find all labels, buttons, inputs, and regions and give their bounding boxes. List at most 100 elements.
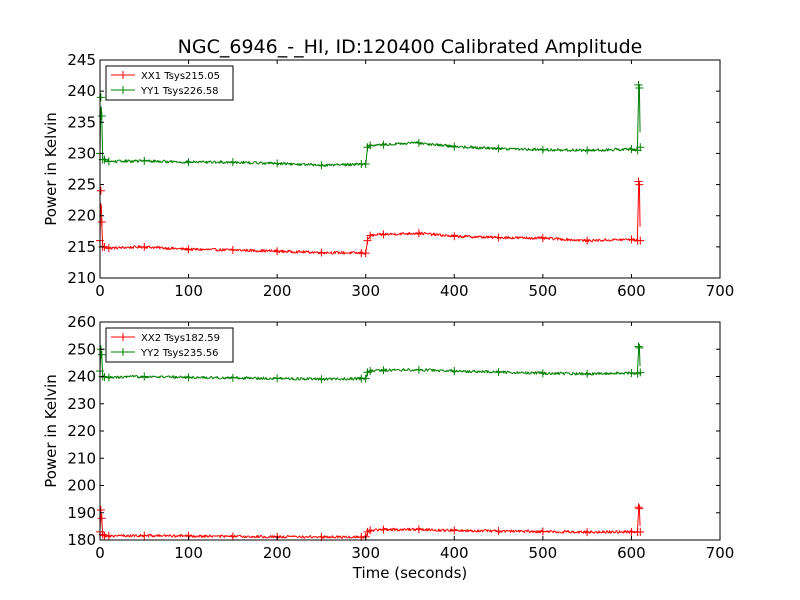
plot-2: 0 100 200 300 400 500 600 700 180 190 200 210 220 230… — [42, 313, 734, 582]
series-marker — [538, 527, 547, 536]
series-marker — [538, 234, 547, 243]
series-marker — [414, 365, 423, 374]
series-marker — [494, 527, 503, 536]
x-tick-label: 500 — [529, 282, 558, 300]
series-marker — [317, 161, 326, 170]
plot-1: 0 100 200 300 400 500 600 700 210 215 220 225 230 235… — [42, 51, 734, 300]
series-marker — [97, 514, 106, 523]
x-tick-label: 200 — [263, 282, 292, 300]
series-marker — [634, 342, 643, 351]
legend: XX1 Tsys215.05 YY1 Tsys226.58 — [105, 65, 234, 101]
plots: 0 100 200 300 400 500 600 700 210 215 220 225 230 235… — [42, 51, 734, 582]
y-tick-label: 215 — [67, 238, 96, 256]
series-marker — [627, 368, 636, 377]
series-marker — [379, 366, 388, 375]
series-marker — [184, 373, 193, 382]
x-tick-label: 600 — [617, 282, 646, 300]
legend-marker — [119, 348, 127, 356]
series-marker — [635, 180, 644, 189]
x-tick-label: 600 — [617, 544, 646, 562]
series-marker — [361, 374, 370, 383]
y-tick-label: 260 — [67, 313, 96, 331]
x-tick-label: 700 — [706, 544, 735, 562]
series-marker — [140, 156, 149, 165]
series-marker — [228, 245, 237, 254]
y-tick-label: 220 — [67, 422, 96, 440]
y-tick-label: 210 — [67, 449, 96, 467]
legend-marker — [119, 333, 127, 341]
series-marker — [379, 525, 388, 534]
series-marker — [361, 249, 370, 258]
y-tick-label: 180 — [67, 531, 96, 549]
series-marker — [104, 157, 113, 166]
series-marker — [100, 373, 109, 382]
series-marker — [317, 375, 326, 384]
series-marker — [636, 236, 645, 245]
series-marker — [273, 159, 282, 168]
series-marker — [366, 141, 375, 150]
legend-box — [105, 327, 234, 363]
y-tick-label: 190 — [67, 504, 96, 522]
series-marker — [228, 373, 237, 382]
y-tick-label: 245 — [67, 51, 96, 69]
y-tick-label: 210 — [67, 269, 96, 287]
x-axis-label: Time (seconds) — [352, 564, 468, 582]
y-tick-label: 250 — [67, 340, 96, 358]
series-marker — [583, 369, 592, 378]
series-marker — [627, 145, 636, 154]
x-tick-label: 300 — [351, 544, 380, 562]
series-marker — [379, 140, 388, 149]
series-marker — [184, 245, 193, 254]
series-marker — [184, 158, 193, 167]
series-marker — [414, 525, 423, 534]
series-marker — [104, 531, 113, 540]
series-marker — [635, 84, 644, 93]
series-marker — [450, 142, 459, 151]
y-tick-label: 230 — [67, 395, 96, 413]
series-marker — [104, 373, 113, 382]
series-marker — [97, 350, 106, 359]
series-marker — [583, 146, 592, 155]
y-axis-label: Power in Kelvin — [42, 112, 60, 226]
x-tick-label: 100 — [174, 282, 203, 300]
series-marker — [635, 343, 644, 352]
series-marker — [450, 526, 459, 535]
series-marker — [414, 138, 423, 147]
figure-title: NGC_6946_-_HI, ID:120400 Calibrated Ampl… — [178, 36, 643, 58]
series-marker — [140, 242, 149, 251]
x-tick-label: 700 — [706, 282, 735, 300]
legend-entry-label: YY2 Tsys235.56 — [140, 348, 219, 359]
y-tick-label: 240 — [67, 368, 96, 386]
series-marker — [379, 230, 388, 239]
legend-box — [105, 65, 234, 101]
series-marker — [450, 367, 459, 376]
series-marker — [538, 369, 547, 378]
series-marker — [583, 236, 592, 245]
series-marker — [97, 217, 106, 226]
series-marker — [636, 368, 645, 377]
x-tick-label: 300 — [351, 282, 380, 300]
legend-entry-label: XX2 Tsys182.59 — [141, 333, 220, 344]
y-tick-label: 235 — [67, 113, 96, 131]
series-marker — [636, 143, 645, 152]
legend: XX2 Tsys182.59 YY2 Tsys235.56 — [105, 327, 234, 363]
series-marker — [494, 233, 503, 242]
y-axis-label: Power in Kelvin — [42, 374, 60, 488]
series-marker — [366, 526, 375, 535]
series-marker — [494, 368, 503, 377]
x-tick-label: 500 — [529, 544, 558, 562]
axes-frame — [99, 59, 721, 279]
series-marker — [228, 158, 237, 167]
legend-entry-label: YY1 Tsys226.58 — [140, 86, 219, 97]
series-marker — [366, 231, 375, 240]
series-marker — [450, 232, 459, 241]
y-tick-label: 225 — [67, 176, 96, 194]
series-marker — [538, 145, 547, 154]
legend-marker — [119, 86, 127, 94]
y-tick-label: 200 — [67, 477, 96, 495]
series-marker — [635, 504, 644, 513]
series-marker — [583, 528, 592, 537]
series-marker — [273, 374, 282, 383]
series-marker — [97, 112, 106, 121]
series-marker — [636, 527, 645, 536]
